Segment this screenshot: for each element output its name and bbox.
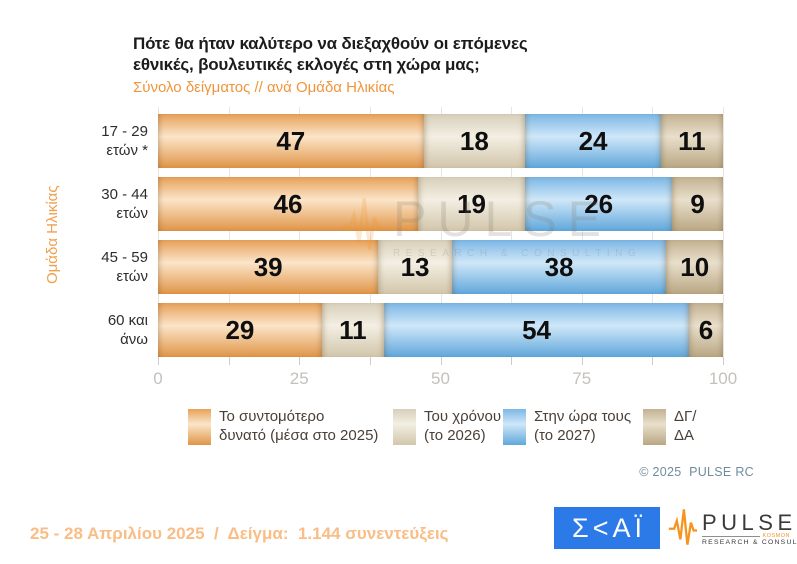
chart-title: Πότε θα ήταν καλύτερο να διεξαχθούν οι ε…	[133, 33, 528, 75]
legend-swatch	[188, 409, 211, 445]
legend-swatch	[643, 409, 666, 445]
x-tick-mark	[369, 357, 371, 365]
bar-value-label: 11	[339, 314, 367, 345]
gridline	[158, 107, 159, 364]
skai-logo: Σ<ΑΪ	[554, 507, 660, 549]
bar-segment: 19	[417, 177, 526, 231]
gridline	[440, 107, 442, 364]
title-block: Πότε θα ήταν καλύτερο να διεξαχθούν οι ε…	[133, 33, 528, 96]
pulse-logo-divider: KOSMON	[702, 533, 790, 539]
legend-label: Το συντομότερο δυνατό (μέσα στο 2025)	[219, 408, 379, 444]
legend-label: Του χρόνου (το 2026)	[424, 408, 502, 444]
x-tick-mark	[158, 357, 159, 365]
bar-segment: 38	[451, 240, 667, 294]
category-label: 17 - 29 ετών *	[101, 123, 148, 159]
legend-item: Στην ώρα τους (το 2027)	[503, 407, 631, 445]
bar-row: 46 19 26 9	[158, 177, 723, 231]
bar-segment: 13	[378, 240, 452, 294]
bar-segment: 11	[321, 303, 384, 357]
bar-value-label: 29	[225, 314, 255, 345]
skai-logo-text: Σ<ΑΪ	[572, 512, 646, 543]
x-tick-mark	[440, 357, 442, 365]
bar-segment: 54	[383, 303, 690, 357]
bar-value-label: 39	[253, 251, 283, 282]
x-tick-label: 0	[153, 369, 163, 388]
bar-value-label: 46	[273, 188, 303, 219]
bar-value-label: 9	[690, 188, 705, 219]
gridline	[723, 107, 724, 364]
pulse-logo: PULSE KOSMON RESEARCH & CONSULTING	[668, 503, 797, 555]
gridline	[581, 107, 583, 364]
bar-value-label: 19	[457, 188, 487, 219]
gridline	[369, 107, 371, 364]
chart-title-line1: Πότε θα ήταν καλύτερο να διεξαχθούν οι ε…	[133, 34, 528, 53]
legend-swatch	[503, 409, 526, 445]
x-tick-mark	[511, 357, 513, 365]
pulse-logo-name: PULSE	[702, 510, 797, 535]
footer-note: 25 - 28 Απριλίου 2025 / Δείγμα: 1.144 συ…	[30, 524, 449, 543]
bar-segment: 6	[689, 303, 723, 357]
x-tick-mark	[228, 357, 230, 365]
pulse-waveform-icon	[668, 505, 698, 554]
legend-item: Του χρόνου (το 2026)	[393, 407, 501, 445]
bar-segment: 46	[158, 177, 418, 231]
x-tick-mark	[652, 357, 654, 365]
x-tick-mark	[723, 357, 724, 365]
plot-area: 47 18 24 11 46 19 26 9 39 13 38 10 29 11 54 6 PULSE RES…	[153, 107, 737, 397]
bar-value-label: 11	[678, 125, 706, 156]
x-tick-mark	[299, 357, 301, 365]
x-tick-label: 75	[572, 369, 592, 388]
bar-segment: 11	[660, 114, 723, 168]
category-label: 30 - 44 ετών	[101, 186, 148, 222]
pulse-logo-sub: KOSMON	[759, 533, 790, 539]
legend-item: Το συντομότερο δυνατό (μέσα στο 2025)	[188, 407, 378, 445]
bar-row: 39 13 38 10	[158, 240, 723, 294]
category-labels: 17 - 29 ετών * 30 - 44 ετών 45 - 59 ετών 60 κα…	[55, 114, 148, 366]
copyright: © 2025 PULSE RC	[639, 465, 754, 479]
bar-value-label: 10	[680, 251, 710, 282]
gridline	[228, 107, 230, 364]
x-tick-mark	[581, 357, 583, 365]
bar-segment: 9	[672, 177, 723, 231]
bar-segment: 39	[158, 240, 379, 294]
bar-value-label: 47	[276, 125, 306, 156]
chart-title-line2: εθνικές, βουλευτικές εκλογές στη χώρα μα…	[133, 55, 480, 74]
bar-segment: 29	[158, 303, 322, 357]
x-tick-label: 50	[431, 369, 450, 388]
bar-value-label: 13	[400, 251, 430, 282]
category-label: 60 και άνω	[107, 312, 148, 348]
bar-row: 29 11 54 6	[158, 303, 723, 357]
chart-subtitle: Σύνολο δείγματος // ανά Ομάδα Ηλικίας	[133, 79, 395, 96]
legend-swatch	[393, 409, 416, 445]
legend-label: Στην ώρα τους (το 2027)	[534, 408, 632, 444]
gridline	[652, 107, 654, 364]
bar-value-label: 26	[584, 188, 614, 219]
bar-value-label: 38	[544, 251, 574, 282]
x-tick-label: 100	[708, 369, 738, 388]
bar-segment: 24	[525, 114, 661, 168]
bar-value-label: 6	[698, 314, 714, 345]
legend-item: ΔΓ/ΔΑ	[643, 407, 696, 445]
category-label: 45 - 59 ετών	[101, 249, 148, 285]
bar-value-label: 54	[522, 314, 551, 345]
bar-value-label: 18	[459, 125, 489, 156]
gridline	[299, 107, 301, 364]
bar-value-label: 24	[578, 125, 608, 156]
bar-segment: 10	[666, 240, 723, 294]
pulse-logo-tagline: RESEARCH & CONSULTING	[702, 539, 797, 546]
stacked-bars: 47 18 24 11 46 19 26 9 39 13 38 10 29 11 54 6	[158, 114, 723, 366]
bar-segment: 47	[158, 114, 424, 168]
bar-segment: 26	[525, 177, 673, 231]
legend-label: ΔΓ/ΔΑ	[674, 408, 697, 444]
x-tick-label: 25	[289, 369, 309, 388]
gridline	[511, 107, 513, 364]
bar-row: 47 18 24 11	[158, 114, 723, 168]
bar-segment: 18	[423, 114, 526, 168]
